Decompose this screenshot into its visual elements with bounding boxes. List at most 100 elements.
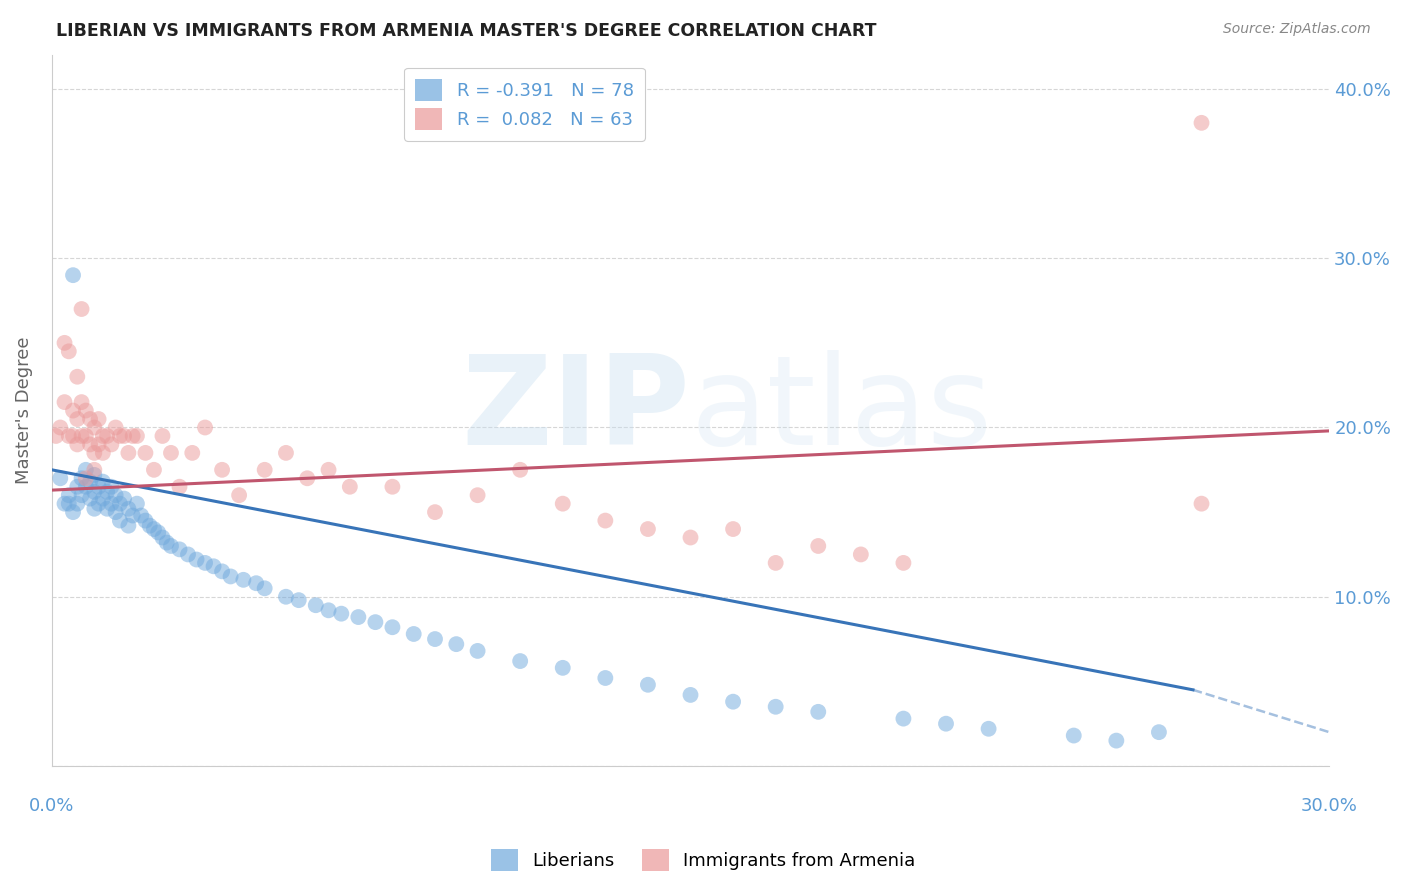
Point — [75, 463, 97, 477]
Point — [305, 598, 328, 612]
Point — [108, 429, 131, 443]
Point — [893, 712, 915, 726]
Point — [679, 531, 702, 545]
Text: 30.0%: 30.0% — [1301, 797, 1358, 814]
Point — [381, 480, 404, 494]
Point — [104, 420, 127, 434]
Point — [70, 395, 93, 409]
Point — [87, 480, 110, 494]
Point — [66, 497, 89, 511]
Point — [58, 488, 80, 502]
Legend: Liberians, Immigrants from Armenia: Liberians, Immigrants from Armenia — [484, 842, 922, 879]
Point — [83, 446, 105, 460]
Point — [83, 463, 105, 477]
Point — [318, 603, 340, 617]
Point — [1063, 729, 1085, 743]
Point — [186, 552, 208, 566]
Point — [112, 429, 135, 443]
Point — [79, 437, 101, 451]
Point — [100, 480, 122, 494]
Point — [1191, 497, 1213, 511]
Point — [70, 301, 93, 316]
Point — [721, 695, 744, 709]
Point — [232, 573, 254, 587]
Point — [83, 420, 105, 434]
Point — [53, 497, 76, 511]
Point — [83, 501, 105, 516]
Point — [53, 395, 76, 409]
Point — [87, 437, 110, 451]
Point — [125, 429, 148, 443]
Point — [96, 429, 118, 443]
Point — [148, 525, 170, 540]
Legend: R = -0.391   N = 78, R =  0.082   N = 63: R = -0.391 N = 78, R = 0.082 N = 63 — [405, 68, 644, 141]
Point — [467, 488, 489, 502]
Point — [219, 569, 242, 583]
Point — [765, 699, 787, 714]
Point — [142, 463, 165, 477]
Point — [228, 488, 250, 502]
Point — [70, 429, 93, 443]
Point — [83, 467, 105, 482]
Point — [79, 491, 101, 506]
Point — [75, 471, 97, 485]
Point — [87, 412, 110, 426]
Point — [58, 429, 80, 443]
Point — [75, 429, 97, 443]
Point — [194, 420, 217, 434]
Point — [160, 446, 183, 460]
Point — [62, 505, 84, 519]
Point — [330, 607, 353, 621]
Point — [62, 403, 84, 417]
Point — [117, 501, 139, 516]
Point — [134, 446, 156, 460]
Point — [807, 705, 830, 719]
Point — [1191, 116, 1213, 130]
Point — [121, 508, 143, 523]
Point — [104, 505, 127, 519]
Point — [211, 565, 233, 579]
Point — [117, 518, 139, 533]
Point — [765, 556, 787, 570]
Point — [49, 420, 72, 434]
Text: Source: ZipAtlas.com: Source: ZipAtlas.com — [1223, 22, 1371, 37]
Point — [160, 539, 183, 553]
Point — [595, 671, 617, 685]
Point — [152, 531, 174, 545]
Point — [91, 491, 114, 506]
Point — [53, 335, 76, 350]
Point — [49, 471, 72, 485]
Point — [595, 514, 617, 528]
Point — [509, 654, 531, 668]
Point — [253, 463, 276, 477]
Point — [96, 484, 118, 499]
Point — [194, 556, 217, 570]
Point — [423, 505, 446, 519]
Point — [58, 344, 80, 359]
Point — [169, 542, 191, 557]
Point — [253, 582, 276, 596]
Point — [91, 429, 114, 443]
Point — [446, 637, 468, 651]
Point — [347, 610, 370, 624]
Point — [467, 644, 489, 658]
Point — [62, 268, 84, 282]
Point — [177, 548, 200, 562]
Point — [129, 508, 152, 523]
Point — [79, 412, 101, 426]
Point — [807, 539, 830, 553]
Point — [117, 446, 139, 460]
Text: LIBERIAN VS IMMIGRANTS FROM ARMENIA MASTER'S DEGREE CORRELATION CHART: LIBERIAN VS IMMIGRANTS FROM ARMENIA MAST… — [56, 22, 877, 40]
Point — [96, 501, 118, 516]
Point — [637, 522, 659, 536]
Point — [202, 559, 225, 574]
Point — [79, 475, 101, 489]
Point — [679, 688, 702, 702]
Point — [100, 437, 122, 451]
Point — [58, 497, 80, 511]
Point — [100, 497, 122, 511]
Point — [935, 716, 957, 731]
Point — [138, 518, 160, 533]
Point — [108, 497, 131, 511]
Point — [381, 620, 404, 634]
